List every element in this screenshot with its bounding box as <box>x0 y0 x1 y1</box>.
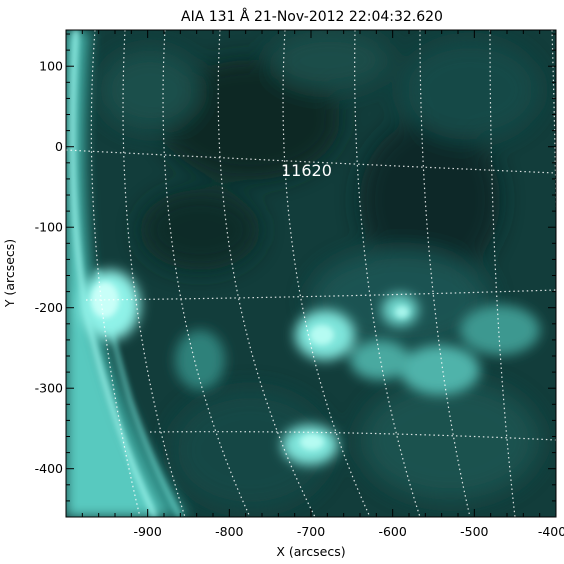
active-region-label: 11620 <box>281 161 332 180</box>
y-tick-label: -400 <box>35 461 63 476</box>
x-axis-label: X (arcsecs) <box>276 544 345 559</box>
x-tick-label: -800 <box>215 524 243 539</box>
solar-image: 11620 <box>66 30 556 517</box>
x-tick-labels: -900 -800 -700 -600 -500 -400 <box>133 524 564 539</box>
x-tick-label: -500 <box>460 524 488 539</box>
y-tick-label: -300 <box>35 381 63 396</box>
y-tick-label: 100 <box>39 59 63 74</box>
y-tick-label: -200 <box>35 300 63 315</box>
x-tick-label: -400 <box>538 524 564 539</box>
y-tick-labels: 100 0 -100 -200 -300 -400 <box>35 59 63 476</box>
y-axis-label: Y (arcsecs) <box>2 239 17 308</box>
y-tick-label: -100 <box>35 220 63 235</box>
y-tick-label: 0 <box>55 139 63 154</box>
x-tick-label: -900 <box>133 524 161 539</box>
x-tick-label: -600 <box>378 524 406 539</box>
axis-ticks <box>65 30 557 517</box>
figure-title: AIA 131 Å 21-Nov-2012 22:04:32.620 <box>181 8 443 25</box>
x-tick-label: -700 <box>297 524 325 539</box>
heliographic-grid <box>66 30 556 517</box>
